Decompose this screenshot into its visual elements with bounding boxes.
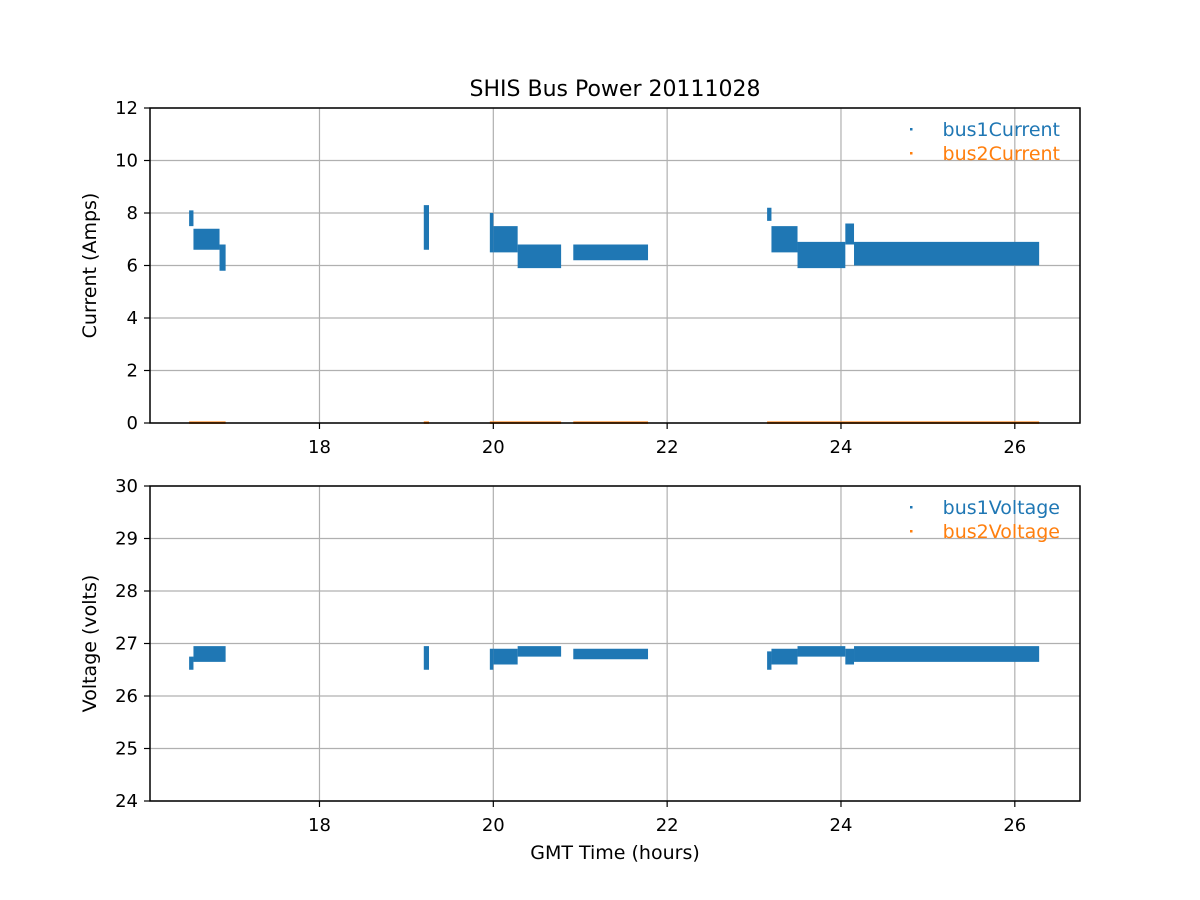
bus1voltage-marker-band <box>854 646 1040 662</box>
bus1voltage-marker-band <box>767 651 772 670</box>
legend-marker <box>910 530 913 533</box>
bus1current-marker-band <box>493 226 518 253</box>
y-tick-label: 2 <box>127 361 138 382</box>
x-tick-label: 22 <box>656 437 679 458</box>
legend-label: bus2Voltage <box>943 521 1060 543</box>
x-tick-label: 26 <box>1003 815 1026 836</box>
legend-marker <box>910 128 913 131</box>
bus1voltage-marker-band <box>517 646 562 657</box>
bus1current-marker-band <box>797 241 846 269</box>
x-tick-label: 20 <box>482 437 505 458</box>
y-tick-label: 25 <box>115 739 138 760</box>
bus1current-marker-band <box>771 226 798 253</box>
legend-marker <box>910 152 913 155</box>
bus1current-marker-band <box>423 205 429 250</box>
y-tick-label: 26 <box>115 686 138 707</box>
bus1current-marker-band <box>193 228 220 250</box>
voltage-subplot: 18 20 22 24 26 24 25 26 27 28 29 30 Voltage (volts) G… <box>79 476 1081 864</box>
y-tick-label: 8 <box>127 203 138 224</box>
bus1voltage-marker-band <box>423 646 429 670</box>
bus1current-marker-band <box>767 207 772 221</box>
x-tick-label: 22 <box>656 815 679 836</box>
x-tick-label: 24 <box>830 815 853 836</box>
y-tick-label: 0 <box>127 413 138 434</box>
x-tick-label: 20 <box>482 815 505 836</box>
x-tick-label: 18 <box>308 815 331 836</box>
x-tick-label: 24 <box>830 437 853 458</box>
bus1voltage-marker-band <box>573 648 649 660</box>
y-tick-label: 4 <box>127 308 138 329</box>
bus1current-marker-band <box>489 213 494 253</box>
y-tick-label: 24 <box>115 791 138 812</box>
legend-marker <box>910 506 913 509</box>
x-tick-label: 26 <box>1003 437 1026 458</box>
bus1current-marker-band <box>845 223 855 245</box>
bus1voltage-marker-band <box>771 648 798 665</box>
bus1current-marker-band <box>517 244 562 269</box>
y-tick-label: 12 <box>115 98 138 119</box>
bus1voltage-marker-band <box>797 646 846 657</box>
chart-title: SHIS Bus Power 20111028 <box>470 77 761 102</box>
y-axis-label: Voltage (volts) <box>79 575 101 713</box>
y-tick-label: 29 <box>115 529 138 550</box>
legend-label: bus1Voltage <box>943 497 1060 519</box>
y-tick-label: 6 <box>127 256 138 277</box>
bus1current-marker-band <box>189 210 194 227</box>
bus1voltage-marker-band <box>489 648 494 670</box>
y-axis-label: Current (Amps) <box>79 193 101 339</box>
bus1current-marker-band <box>854 241 1040 266</box>
y-tick-label: 10 <box>115 151 138 172</box>
x-tick-label: 18 <box>308 437 331 458</box>
bus1voltage-marker-band <box>189 656 194 670</box>
bus1voltage-marker-band <box>493 648 518 665</box>
bus1current-marker-band <box>573 244 649 261</box>
y-tick-label: 27 <box>115 634 138 655</box>
y-tick-label: 28 <box>115 581 138 602</box>
x-axis-label: GMT Time (hours) <box>530 842 700 864</box>
y-tick-label: 30 <box>115 476 138 497</box>
bus1current-marker-band <box>219 244 226 271</box>
legend-label: bus2Current <box>943 143 1060 165</box>
bus1voltage-marker-band <box>193 646 226 662</box>
bus1voltage-marker-band <box>845 648 855 665</box>
legend-label: bus1Current <box>943 119 1060 141</box>
